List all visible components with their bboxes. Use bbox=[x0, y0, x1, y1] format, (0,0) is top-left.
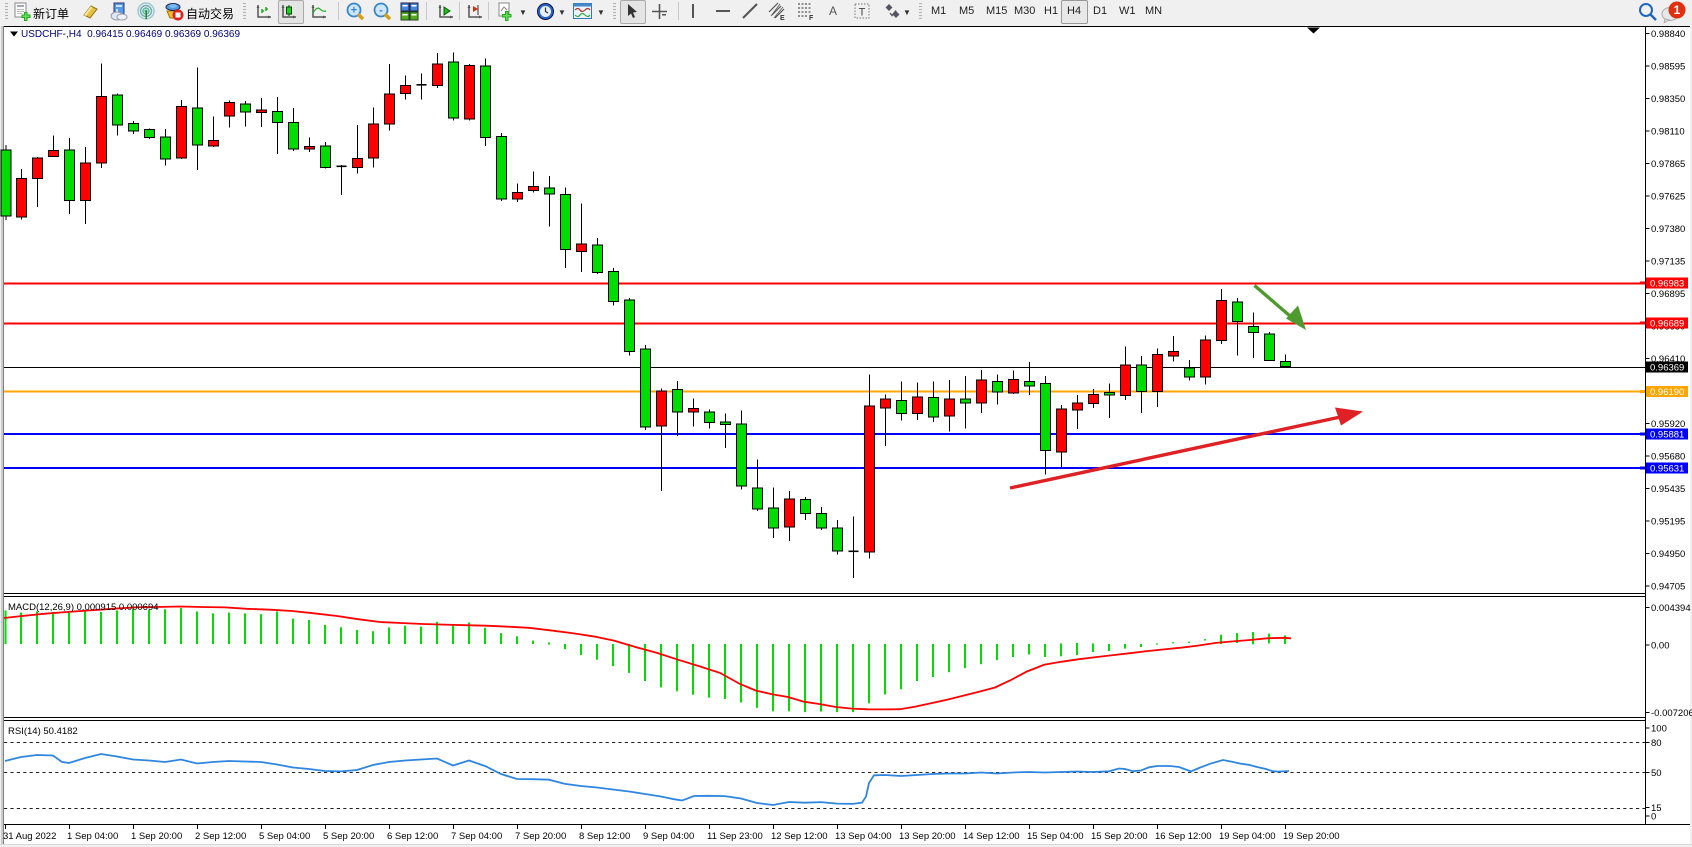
svg-text:19 Sep 04:00: 19 Sep 04:00 bbox=[1219, 831, 1276, 842]
svg-text:0.00: 0.00 bbox=[1651, 641, 1670, 652]
svg-text:-0.007206: -0.007206 bbox=[1651, 708, 1692, 719]
svg-text:7 Sep 20:00: 7 Sep 20:00 bbox=[515, 831, 566, 842]
svg-text:MACD(12,26,9) 0.000915 0.00069: MACD(12,26,9) 0.000915 0.000694 bbox=[8, 602, 159, 613]
svg-text:8 Sep 12:00: 8 Sep 12:00 bbox=[579, 831, 630, 842]
svg-text:14 Sep 12:00: 14 Sep 12:00 bbox=[963, 831, 1020, 842]
svg-text:0.94950: 0.94950 bbox=[1651, 549, 1685, 560]
svg-text:T: T bbox=[859, 7, 866, 19]
svg-text:0.96369: 0.96369 bbox=[1650, 363, 1684, 374]
svg-text:31 Aug 2022: 31 Aug 2022 bbox=[3, 831, 56, 842]
svg-text:0.004394: 0.004394 bbox=[1651, 603, 1691, 614]
svg-text:0.96983: 0.96983 bbox=[1650, 279, 1684, 290]
svg-text:0.98110: 0.98110 bbox=[1651, 127, 1685, 138]
svg-text:F: F bbox=[809, 15, 814, 21]
svg-text:6 Sep 12:00: 6 Sep 12:00 bbox=[387, 831, 438, 842]
svg-text:11 Sep 23:00: 11 Sep 23:00 bbox=[707, 831, 763, 842]
svg-text:13 Sep 20:00: 13 Sep 20:00 bbox=[899, 831, 956, 842]
svg-text:0.98595: 0.98595 bbox=[1651, 62, 1685, 73]
svg-text:13 Sep 04:00: 13 Sep 04:00 bbox=[835, 831, 892, 842]
svg-text:0.95435: 0.95435 bbox=[1651, 484, 1685, 495]
svg-text:0.96410: 0.96410 bbox=[1651, 354, 1685, 365]
svg-text:5 Sep 20:00: 5 Sep 20:00 bbox=[323, 831, 374, 842]
svg-text:0.97135: 0.97135 bbox=[1651, 257, 1685, 268]
svg-text:E: E bbox=[780, 15, 785, 21]
svg-text:12 Sep 12:00: 12 Sep 12:00 bbox=[771, 831, 828, 842]
svg-text:0.97865: 0.97865 bbox=[1651, 159, 1685, 170]
svg-text:0.95881: 0.95881 bbox=[1650, 430, 1684, 441]
svg-text:+: + bbox=[351, 5, 357, 17]
svg-text:0.94705: 0.94705 bbox=[1651, 582, 1685, 593]
svg-text:7 Sep 04:00: 7 Sep 04:00 bbox=[451, 831, 502, 842]
svg-text:19 Sep 20:00: 19 Sep 20:00 bbox=[1283, 831, 1340, 842]
svg-text:1 Sep 20:00: 1 Sep 20:00 bbox=[131, 831, 182, 842]
svg-text:RSI(14) 50.4182: RSI(14) 50.4182 bbox=[8, 726, 78, 737]
svg-text:0.96190: 0.96190 bbox=[1650, 387, 1684, 398]
svg-text:9 Sep 04:00: 9 Sep 04:00 bbox=[643, 831, 694, 842]
svg-text:2 Sep 12:00: 2 Sep 12:00 bbox=[195, 831, 246, 842]
svg-text:0.95920: 0.95920 bbox=[1651, 419, 1685, 430]
svg-text:0.95680: 0.95680 bbox=[1651, 452, 1685, 463]
svg-text:0.95631: 0.95631 bbox=[1650, 464, 1684, 475]
svg-text:0.95195: 0.95195 bbox=[1651, 517, 1685, 528]
svg-text:15 Sep 04:00: 15 Sep 04:00 bbox=[1027, 831, 1084, 842]
svg-text:0.97625: 0.97625 bbox=[1651, 192, 1685, 203]
svg-text:50: 50 bbox=[1651, 768, 1662, 779]
svg-text:1: 1 bbox=[1674, 3, 1681, 17]
svg-text:0.98350: 0.98350 bbox=[1651, 94, 1685, 105]
svg-text:USDCHF-,H4 0.96415 0.96469 0.: USDCHF-,H4 0.96415 0.96469 0.96369 0.963… bbox=[21, 29, 240, 40]
svg-text:5 Sep 04:00: 5 Sep 04:00 bbox=[259, 831, 310, 842]
svg-text:100: 100 bbox=[1651, 724, 1667, 735]
svg-text:0.97380: 0.97380 bbox=[1651, 224, 1685, 235]
svg-text:80: 80 bbox=[1651, 738, 1662, 749]
svg-text:16 Sep 12:00: 16 Sep 12:00 bbox=[1155, 831, 1212, 842]
svg-text:0.98840: 0.98840 bbox=[1651, 29, 1685, 40]
svg-text:0.96689: 0.96689 bbox=[1650, 319, 1684, 330]
svg-text:0.96895: 0.96895 bbox=[1651, 289, 1685, 300]
svg-text:15: 15 bbox=[1651, 803, 1662, 814]
svg-text:0: 0 bbox=[1651, 812, 1656, 823]
svg-text:-: - bbox=[379, 5, 383, 17]
svg-text:1 Sep 04:00: 1 Sep 04:00 bbox=[67, 831, 118, 842]
svg-text:15 Sep 20:00: 15 Sep 20:00 bbox=[1091, 831, 1148, 842]
